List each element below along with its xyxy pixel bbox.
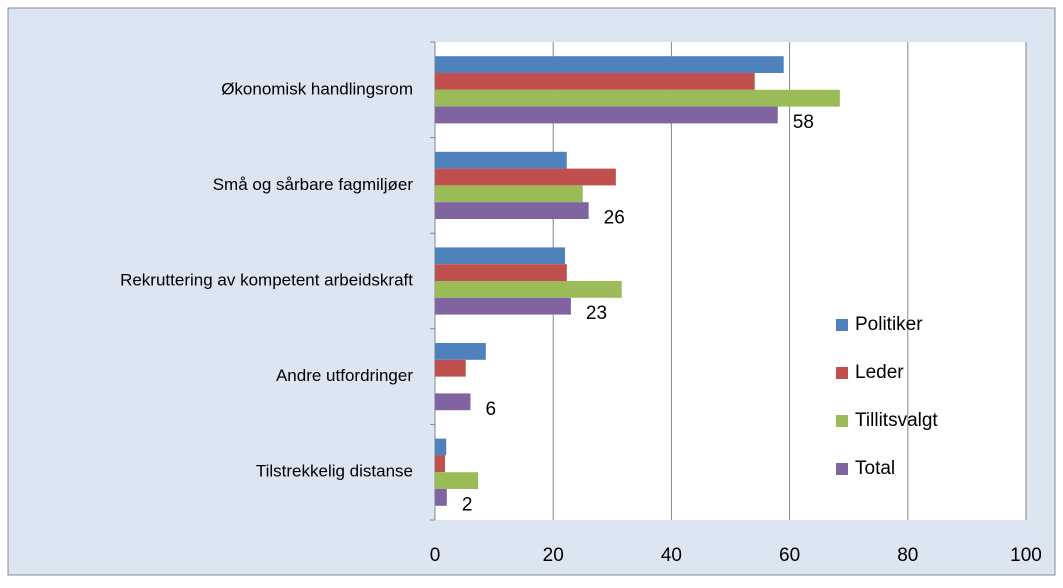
bar	[435, 264, 567, 281]
y-tick-label: Andre utfordringer	[276, 366, 413, 385]
x-tick-label: 40	[661, 545, 682, 566]
x-tick-label: 0	[430, 545, 441, 566]
bar	[435, 489, 447, 506]
y-tick-label: Rekruttering av kompetent arbeidskraft	[120, 270, 413, 289]
bar	[435, 472, 479, 489]
y-tick-label: Små og sårbare fagmiljøer	[213, 175, 414, 194]
x-tick-label: 100	[1010, 545, 1042, 566]
bar	[435, 168, 616, 186]
bar	[435, 297, 571, 315]
x-tick-label: 20	[543, 545, 564, 566]
bar	[435, 73, 755, 90]
bar	[435, 185, 583, 203]
data-label: 26	[604, 208, 625, 229]
bar	[435, 393, 471, 411]
legend-label: Tillitsvalgt	[855, 410, 938, 431]
legend-swatch	[836, 463, 848, 475]
bar	[435, 202, 589, 219]
y-tick-label: Tilstrekkelig distanse	[256, 462, 413, 481]
bar	[435, 281, 622, 298]
bar	[435, 56, 784, 73]
legend-label: Politiker	[855, 314, 923, 335]
data-label: 6	[485, 399, 496, 420]
data-label: 58	[793, 112, 814, 133]
legend-swatch	[836, 319, 848, 331]
bar	[435, 438, 447, 456]
legend-swatch	[836, 367, 848, 379]
bar	[435, 343, 486, 360]
bar	[435, 247, 566, 265]
y-tick-label: Økonomisk handlingsrom	[221, 79, 413, 98]
legend-swatch	[836, 415, 848, 427]
legend-label: Total	[855, 458, 895, 479]
bar	[435, 151, 567, 169]
bar	[435, 359, 466, 377]
x-tick-label: 80	[897, 545, 918, 566]
legend-label: Leder	[855, 362, 904, 383]
x-tick-label: 60	[779, 545, 800, 566]
data-label: 23	[586, 303, 607, 324]
bar	[435, 455, 446, 473]
bar	[435, 89, 840, 107]
data-label: 2	[462, 494, 473, 515]
bar	[435, 106, 778, 124]
